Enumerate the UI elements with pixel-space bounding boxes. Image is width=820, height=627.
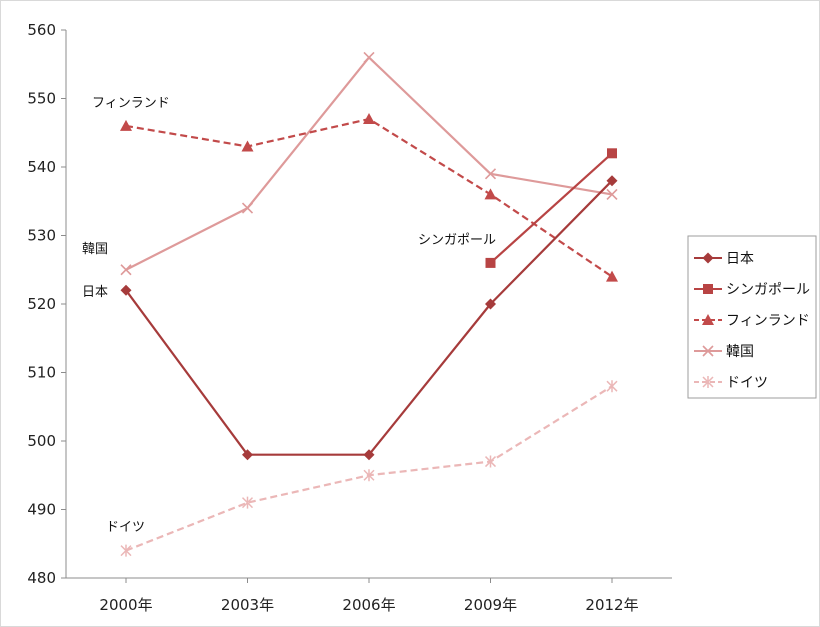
annotation-germany: ドイツ [106, 520, 145, 535]
legend-item: 韓国 [694, 344, 754, 360]
legend-item: 日本 [694, 251, 754, 267]
y-axis-ticks: 480 490 500 510 520 530 540 550 560 [27, 21, 66, 587]
y-tick-label: 510 [27, 364, 56, 382]
x-axis-ticks: 2000年 2003年 2006年 2009年 2012年 [99, 578, 639, 614]
data-point-marker [485, 257, 496, 268]
y-tick-label: 520 [27, 295, 56, 313]
series-3 [120, 51, 618, 276]
data-point-marker [606, 188, 618, 200]
annotation-japan: 日本 [82, 285, 108, 300]
legend-label: ドイツ [726, 375, 768, 391]
series-0 [120, 175, 618, 461]
x-tick-label: 2000年 [99, 596, 152, 614]
data-point-marker [363, 469, 375, 482]
data-point-marker [702, 376, 714, 388]
data-point-marker [120, 119, 132, 131]
legend-item: フィンランド [694, 313, 810, 329]
x-tick-label: 2009年 [464, 596, 517, 614]
legend-label: 韓国 [726, 344, 754, 360]
y-tick-label: 540 [27, 158, 56, 176]
y-tick-label: 500 [27, 432, 56, 450]
data-point-marker [120, 284, 132, 296]
data-point-marker [363, 113, 375, 125]
x-tick-label: 2003年 [221, 596, 274, 614]
y-tick-label: 530 [27, 227, 56, 245]
legend-label: フィンランド [726, 313, 810, 329]
legend-item: シンガポール [694, 282, 810, 298]
series-2 [120, 113, 618, 282]
data-point-marker [241, 496, 254, 509]
data-point-marker [702, 252, 714, 264]
legend-label: 日本 [726, 251, 754, 267]
y-tick-label: 490 [27, 501, 56, 519]
data-point-marker [484, 168, 497, 180]
data-point-marker [485, 298, 496, 310]
data-point-marker [241, 140, 254, 152]
data-point-marker [484, 455, 497, 468]
data-point-marker [363, 51, 375, 63]
y-tick-label: 550 [27, 90, 56, 108]
data-point-marker [241, 202, 254, 214]
y-tick-label: 560 [27, 21, 56, 39]
x-tick-label: 2012年 [585, 596, 638, 614]
series-layer [120, 51, 618, 557]
legend-label: シンガポール [726, 282, 810, 298]
x-tick-label: 2006年 [342, 596, 395, 614]
data-point-marker [606, 380, 618, 393]
series-1 [485, 148, 617, 268]
data-point-marker [606, 175, 618, 187]
legend-item: ドイツ [694, 375, 768, 391]
data-point-marker [607, 148, 617, 159]
data-point-marker [120, 264, 132, 276]
data-point-marker [363, 449, 375, 461]
data-point-marker [606, 270, 618, 282]
data-point-marker [702, 314, 714, 325]
data-point-marker [120, 544, 132, 557]
annotation-korea: 韓国 [82, 242, 108, 257]
data-point-marker [703, 284, 713, 294]
series-line [489, 152, 613, 264]
series-4 [120, 380, 618, 557]
y-tick-label: 480 [27, 569, 56, 587]
data-point-marker [702, 345, 714, 357]
data-point-marker [242, 449, 253, 461]
data-point-marker [484, 188, 497, 200]
annotation-singapore: シンガポール [418, 233, 496, 248]
annotation-finland: フィンランド [92, 96, 170, 111]
